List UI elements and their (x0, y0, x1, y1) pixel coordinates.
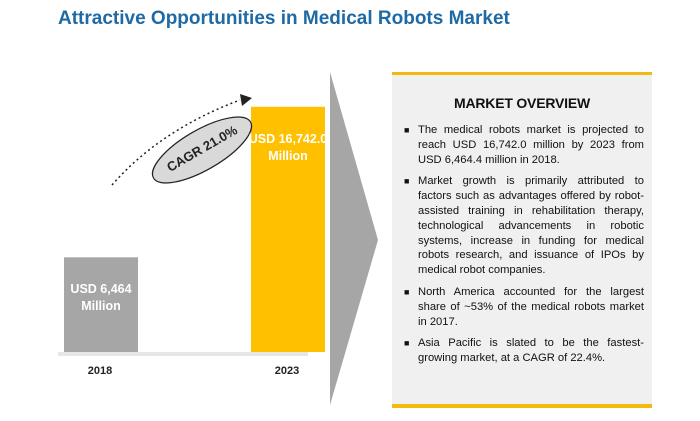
list-item-text: The medical robots market is projected t… (418, 124, 644, 166)
bullet-icon: ■ (404, 286, 410, 297)
list-item: ■ Market growth is primarily attributed t… (404, 174, 644, 278)
panel-top-accent (392, 72, 652, 76)
list-item-text: North America accounted for the largest … (418, 285, 644, 328)
panel-bottom-accent (392, 404, 652, 408)
list-item-text: Market growth is primarily attributed to… (418, 175, 644, 277)
list-item: ■ North America accounted for the largest… (404, 285, 644, 329)
bar-value-label-2018: USD 6,464 Million (70, 282, 132, 314)
market-overview-panel: MARKET OVERVIEW ■ The medical robots mark… (392, 75, 652, 405)
right-arrow-shape (330, 72, 378, 405)
cagr-dotted-line (111, 99, 241, 186)
bullet-icon: ■ (404, 338, 410, 349)
list-item: ■ Asia Pacific is slated to be the fastes… (404, 336, 644, 366)
bar-value-label-2023: USD 16,742.0 Million (248, 131, 328, 163)
category-label-2023: 2023 (274, 365, 300, 377)
list-item-text: Asia Pacific is slated to be the fastest… (418, 337, 644, 365)
cagr-arrowhead (240, 94, 252, 106)
bullet-icon: ■ (404, 176, 410, 187)
cagr-ellipse (151, 116, 253, 184)
category-label-2018: 2018 (87, 365, 113, 377)
bar-2018 (64, 257, 138, 352)
chart-baseline (58, 352, 308, 356)
list-item: ■ The medical robots market is projected … (404, 123, 644, 167)
bars-group (64, 106, 325, 353)
bar-2023 (251, 106, 325, 353)
overview-list: ■ The medical robots market is projected … (404, 123, 644, 373)
panel-heading: MARKET OVERVIEW (454, 95, 590, 111)
bullet-icon: ■ (404, 125, 410, 135)
page-title: Attractive Opportunities in Medical Robo… (58, 8, 510, 29)
